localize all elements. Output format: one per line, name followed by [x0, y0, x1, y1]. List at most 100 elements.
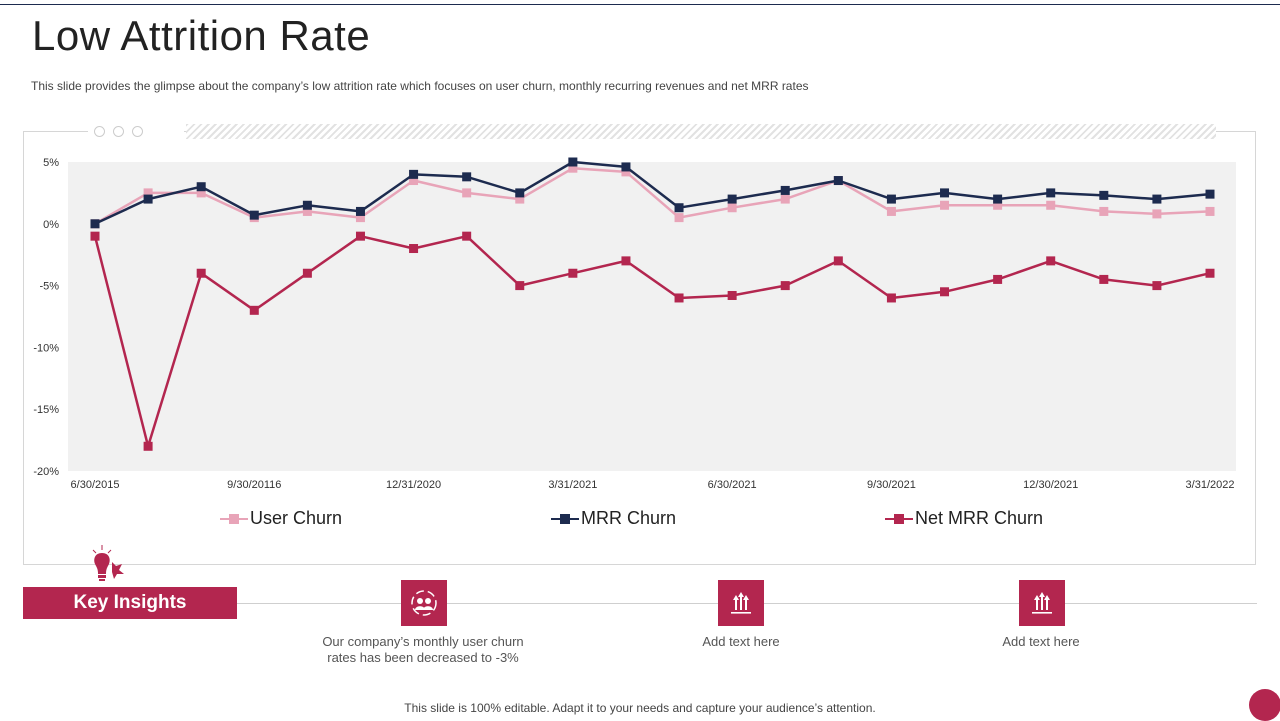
data-point-net-mrr-churn — [727, 290, 737, 300]
series-line-net-mrr-churn — [93, 234, 1211, 448]
data-point-mrr-churn — [727, 194, 737, 204]
decorative-hatch-band — [186, 124, 1216, 139]
data-point-user-churn — [621, 167, 631, 177]
x-tick-label: 9/30/2021 — [867, 479, 916, 491]
x-tick-label: 3/31/2022 — [1186, 479, 1235, 491]
data-point-user-churn — [993, 200, 1003, 210]
data-point-user-churn — [568, 163, 578, 173]
corner-decoration — [1249, 689, 1280, 721]
data-point-net-mrr-churn — [886, 293, 896, 303]
data-point-mrr-churn — [409, 169, 419, 179]
data-point-mrr-churn — [886, 194, 896, 204]
data-point-mrr-churn — [780, 185, 790, 195]
data-point-net-mrr-churn — [249, 305, 259, 315]
y-tick-label: -5% — [39, 281, 59, 293]
data-point-net-mrr-churn — [143, 441, 153, 451]
data-point-mrr-churn — [302, 200, 312, 210]
legend-swatch-mrr-churn — [551, 513, 579, 525]
data-point-net-mrr-churn — [355, 231, 365, 241]
legend-item-net-mrr-churn: Net MRR Churn — [885, 508, 1043, 529]
data-point-net-mrr-churn — [1205, 268, 1215, 278]
data-point-mrr-churn — [515, 188, 525, 198]
data-point-user-churn — [886, 206, 896, 216]
data-point-mrr-churn — [90, 219, 100, 229]
series-line-user-churn — [94, 166, 1211, 225]
y-tick-label: -10% — [33, 342, 59, 354]
data-point-net-mrr-churn — [674, 293, 684, 303]
data-point-user-churn — [355, 213, 365, 223]
y-tick-label: -20% — [33, 466, 59, 478]
data-point-mrr-churn — [674, 203, 684, 213]
x-tick-label: 6/30/2021 — [708, 479, 757, 491]
x-tick-label: 3/31/2021 — [548, 479, 597, 491]
legend-item-user-churn: User Churn — [220, 508, 342, 529]
data-point-user-churn — [780, 194, 790, 204]
insight-text-3: Add text here — [1002, 634, 1080, 649]
data-point-user-churn — [1205, 206, 1215, 216]
data-point-net-mrr-churn — [993, 274, 1003, 284]
data-point-mrr-churn — [940, 188, 950, 198]
data-point-net-mrr-churn — [833, 256, 843, 266]
y-tick-label: 5% — [43, 157, 59, 169]
footer-note: This slide is 100% editable. Adapt it to… — [404, 701, 876, 715]
team-icon — [401, 580, 447, 626]
x-tick-label: 12/31/2020 — [386, 479, 441, 491]
legend-label-net-mrr-churn: Net MRR Churn — [915, 508, 1044, 528]
growth-arrows-icon — [718, 580, 764, 626]
data-point-user-churn — [143, 188, 153, 198]
data-point-user-churn — [674, 213, 684, 223]
data-point-user-churn — [196, 188, 206, 198]
x-tick-label: 12/30/2021 — [1023, 479, 1078, 491]
data-point-mrr-churn — [833, 176, 843, 186]
data-point-mrr-churn — [568, 157, 578, 167]
series-line-mrr-churn — [94, 160, 1211, 225]
data-point-net-mrr-churn — [568, 268, 578, 278]
legend-swatch-net-mrr-churn — [885, 513, 913, 525]
data-point-mrr-churn — [993, 194, 1003, 204]
y-tick-label: -15% — [33, 404, 59, 416]
data-point-net-mrr-churn — [90, 231, 100, 241]
data-point-mrr-churn — [143, 194, 153, 204]
page-subtitle: This slide provides the glimpse about th… — [31, 79, 809, 93]
lightbulb-icon — [92, 545, 124, 581]
data-point-user-churn — [1099, 206, 1109, 216]
data-point-net-mrr-churn — [1099, 274, 1109, 284]
data-point-mrr-churn — [1205, 189, 1215, 199]
data-point-net-mrr-churn — [1152, 281, 1162, 291]
data-point-mrr-churn — [249, 210, 259, 220]
data-point-net-mrr-churn — [409, 244, 419, 254]
legend-item-mrr-churn: MRR Churn — [551, 508, 676, 529]
data-point-mrr-churn — [1152, 194, 1162, 204]
key-insights-heading: Key Insights — [23, 587, 237, 619]
data-point-user-churn — [1152, 209, 1162, 219]
y-tick-label: 0% — [43, 219, 59, 231]
data-point-user-churn — [940, 200, 950, 210]
data-point-net-mrr-churn — [1046, 256, 1056, 266]
data-point-user-churn — [302, 206, 312, 216]
page-title: Low Attrition Rate — [32, 12, 371, 59]
x-tick-label: 9/30/20116 — [227, 479, 281, 491]
data-point-net-mrr-churn — [462, 231, 472, 241]
data-point-user-churn — [727, 203, 737, 213]
insight-text-2: Add text here — [702, 634, 780, 649]
data-point-mrr-churn — [462, 172, 472, 182]
data-point-net-mrr-churn — [515, 281, 525, 291]
data-point-user-churn — [1046, 200, 1056, 210]
data-point-mrr-churn — [621, 162, 631, 172]
data-point-user-churn — [515, 194, 525, 204]
data-point-net-mrr-churn — [196, 268, 206, 278]
data-point-mrr-churn — [355, 206, 365, 216]
data-point-net-mrr-churn — [940, 287, 950, 297]
legend-label-user-churn: User Churn — [250, 508, 343, 528]
data-point-net-mrr-churn — [780, 281, 790, 291]
decorative-dots — [94, 126, 143, 137]
data-point-user-churn — [409, 176, 419, 186]
x-tick-label: 6/30/2015 — [71, 479, 120, 491]
data-point-mrr-churn — [196, 182, 206, 192]
data-point-mrr-churn — [1046, 188, 1056, 198]
growth-arrows-icon — [1019, 580, 1065, 626]
legend-swatch-user-churn — [220, 513, 248, 525]
data-point-user-churn — [462, 188, 472, 198]
data-point-net-mrr-churn — [621, 256, 631, 266]
insight-text-1: Our company’s monthly user churn rates h… — [322, 634, 524, 665]
